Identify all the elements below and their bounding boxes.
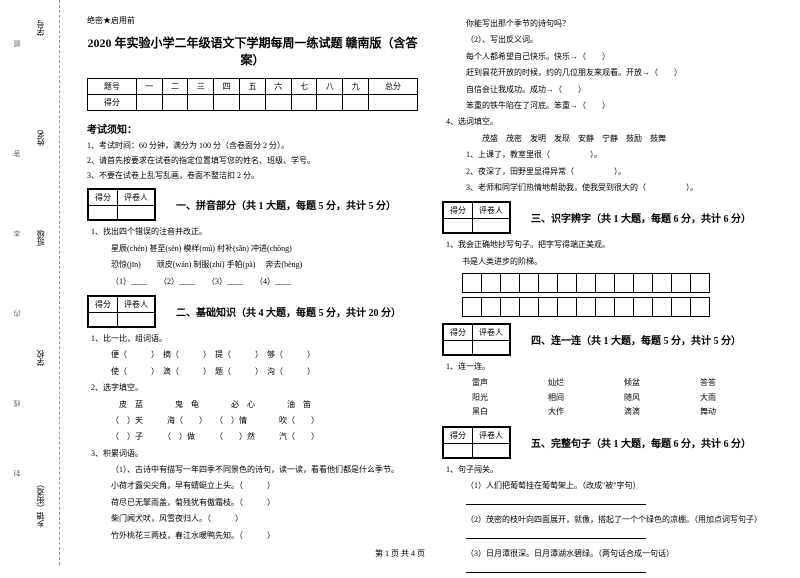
section-3-title: 三、识字辨字（共 1 大题，每题 6 分，共计 6 分） [531,210,751,225]
th-5: 五 [240,79,266,95]
poem-2: 荷尽已无擎雨盖，菊残犹有傲霜枝。（ ） [91,496,418,510]
ll-r2c: 舞动 [700,405,716,419]
ll-r1b: 随风 [624,391,640,405]
q5-lead: 1、句子闯关。 [446,463,773,477]
ll-m2: 相间 [548,391,564,405]
rt-6: 笨重的铁牛陷在了河底。笨重→（ ） [446,99,773,113]
rt-r1: 1、上课了，教室里很（ ）。 [446,148,773,162]
th-10: 总分 [369,79,418,95]
ll-m1: 灿烂 [548,376,564,390]
q1-blanks: （1）____ （2）____ （3）____ （4）____ [91,275,418,289]
poem-4: 竹外桃花三两枝，春江水暖鸭先知。（ ） [91,529,418,543]
q2-intro: （1）、古诗中有描写一年四季不同景色的诗句，读一读，看看他们都是什么季节。 [91,463,418,477]
poem-3: 柴门闻犬吠，风雪夜归人。（ ） [91,512,418,526]
binding-label-town: 乡镇（街道） [35,480,46,528]
score-box-5: 得分评卷人 [442,426,511,459]
poem-1: 小荷才露尖尖角，早有蜻蜓立上头。（ ） [91,479,418,493]
ll-r1c: 滴滴 [624,405,640,419]
blank-line-3 [466,563,646,573]
score-table: 题号 一 二 三 四 五 六 七 八 九 总分 得分 [87,78,418,111]
content-area: 绝密★启用前 2020 年实验小学二年级语文下学期每周一练试题 赣南版（含答案）… [60,0,800,565]
th-8: 八 [317,79,343,95]
rt-2: （2）、写出反义词。 [446,33,773,47]
left-column: 绝密★启用前 2020 年实验小学二年级语文下学期每周一练试题 赣南版（含答案）… [75,15,430,540]
section-2-title: 二、基础知识（共 4 大题，每题 5 分，共计 20 分） [176,304,401,319]
notice-1: 1、考试时间：60 分钟，满分为 100 分（含卷面分 2 分）。 [87,140,418,153]
rt-q4: 4、选词填空。 [446,115,773,129]
q2-r5: （ ）子 （ ）做 （ ）然 汽（ ） [91,430,418,444]
hint-5: 线 [12,400,22,407]
page-number: 第 1 页 共 4 页 [0,548,800,559]
char-grid-2 [462,297,773,317]
th-3: 三 [188,79,214,95]
binding-margin: 学号 姓名 班级 学校 乡镇（街道） 题 答 本 内 线 封 [0,0,60,565]
hint-2: 答 [12,150,22,157]
binding-label-school: 学校 [35,350,46,366]
rt-1: 你能写出那个季节的诗句吗？ [446,17,773,31]
q3-lead: 1、我会正确地抄写句子。把字写得端正美观。 [446,238,773,252]
blank-line-1 [466,495,646,505]
q2-r2: 使（ ） 滴（ ） 题（ ） 沟（ ） [91,365,418,379]
rt-3: 每个人都希望自己快乐。快乐→（ ） [446,50,773,64]
section-1-title: 一、拼音部分（共 1 大题，每题 5 分，共计 5 分） [176,197,396,212]
score-box-1: 得分评卷人 [87,188,156,221]
lianlian-grid: 雷声 阳光 黑白 灿烂 相间 大作 倾盆 随风 滴滴 答答 大雨 舞动 [442,376,773,419]
blank-line-2 [466,529,646,539]
q1-lead: 1、找出四个错误的注音并改正。 [91,225,418,239]
right-column: 你能写出那个季节的诗句吗？ （2）、写出反义词。 每个人都希望自己快乐。快乐→（… [430,15,785,540]
th-2: 二 [162,79,188,95]
q4-lead: 1、连一连。 [446,360,773,374]
ll-l3: 黑白 [472,405,488,419]
exam-title: 2020 年实验小学二年级语文下学期每周一练试题 赣南版（含答案） [87,34,418,68]
ll-m3: 大作 [548,405,564,419]
q2-1: 1、比一比，组词语。 [91,332,418,346]
hint-6: 封 [12,470,22,477]
ll-r2b: 大雨 [700,391,716,405]
th-7: 七 [291,79,317,95]
score-box-3: 得分评卷人 [442,201,511,234]
q1-line1: 星辰(chén) 甚至(sèn) 模样(mú) 村补(sǎn) 冲进(chōng… [91,242,418,256]
section-4-title: 四、连一连（共 1 大题，每题 5 分，共计 5 分） [531,332,741,347]
binding-label-name: 姓名 [35,130,46,146]
ll-l1: 雷声 [472,376,488,390]
rt-4: 赶到昙花开放的时候，约的几位朋友来观看。开放→（ ） [446,66,773,80]
rt-r2: 2、夜深了，田野里显得异常（ ）。 [446,165,773,179]
ll-r2a: 答答 [700,376,716,390]
q2-2: 2、选字填空。 [91,381,418,395]
ll-l2: 阳光 [472,391,488,405]
q5-l2: （2）茂密的枝叶向四面展开，就像，搭起了一个个绿色的凉棚。（用加点词写句子） [446,513,773,527]
hint-3: 本 [12,230,22,237]
rt-5: 自信会让我成功。成功→（ ） [446,83,773,97]
th-6: 六 [265,79,291,95]
row2-label: 得分 [88,95,137,111]
q2-r1: 便（ ） 摘（ ） 提（ ） 够（ ） [91,348,418,362]
rt-words: 茂盛 茂密 发明 发现 安静 宁静 鼓励 鼓舞 [446,132,773,146]
th-9: 九 [343,79,369,95]
rt-r3: 3、老师和同学们热情地帮助我，使我受到很大的（ ）。 [446,181,773,195]
score-box-4: 得分评卷人 [442,323,511,356]
ll-r1a: 倾盆 [624,376,640,390]
score-box-2: 得分评卷人 [87,295,156,328]
th-1: 一 [136,79,162,95]
th-0: 题号 [88,79,137,95]
notice-title: 考试须知： [87,121,418,136]
hint-1: 题 [12,40,22,47]
binding-label-id: 学号 [35,20,46,36]
q5-l1: （1）人们把葡萄挂在葡萄架上。（改成"被"字句） [446,479,773,493]
notice-2: 2、请首先按要求在试卷的指定位置填写您的姓名、班级、学号。 [87,155,418,168]
notice-3: 3、不要在试卷上乱写乱画，卷面不整洁扣 2 分。 [87,170,418,183]
q3-text: 书是人类进步的阶梯。 [446,255,773,269]
q2-r4: （ ）天 海（ ） （ ）情 吹（ ） [91,414,418,428]
binding-label-class: 班级 [35,230,46,246]
q1-line2: 恐惊(jīn) 顽皮(wán) 制服(zhì) 手帕(pà) 奔去(bèng) [91,258,418,272]
char-grid-1 [462,273,773,293]
hint-4: 内 [12,310,22,317]
q2-r3: 皮 蓝 鬼 龟 必 心 油 笛 [91,398,418,412]
secret-label: 绝密★启用前 [87,15,418,26]
section-5-title: 五、完整句子（共 1 大题，每题 6 分，共计 6 分） [531,435,751,450]
th-4: 四 [214,79,240,95]
q2-3: 3、积累词语。 [91,447,418,461]
